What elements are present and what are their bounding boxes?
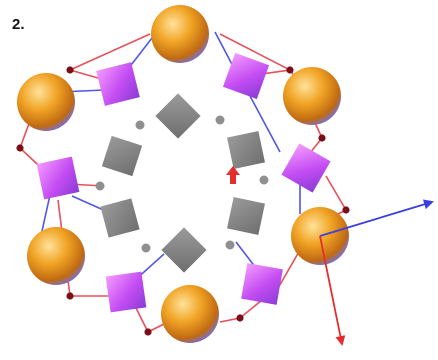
purple-block <box>241 263 283 305</box>
panel-label: 2. <box>12 16 25 33</box>
purple-block <box>96 62 140 106</box>
orange-sphere <box>27 227 85 285</box>
gray-dot <box>135 120 145 130</box>
orange-sphere <box>161 285 219 343</box>
gray-dot <box>225 240 235 250</box>
joints <box>16 66 350 336</box>
gray-block <box>155 93 201 139</box>
blue-vector-arrow <box>319 199 434 237</box>
gray-blocks <box>100 93 265 273</box>
link-blue <box>249 95 281 153</box>
gray-block <box>101 135 143 177</box>
purple-block <box>36 156 80 200</box>
purple-block <box>222 52 270 100</box>
joint-dot <box>16 144 24 152</box>
joint-dot <box>66 292 74 300</box>
joint-dot <box>342 206 350 214</box>
joint-dot <box>236 314 244 322</box>
purple-blocks <box>36 52 331 313</box>
arrow-head <box>226 166 240 175</box>
orange-sphere <box>151 5 209 63</box>
gray-block <box>227 197 265 235</box>
gray-dot <box>215 115 225 125</box>
joint-dot <box>318 134 326 142</box>
orange-sphere <box>283 67 341 125</box>
purple-block <box>281 143 331 193</box>
gray-dot <box>259 175 269 185</box>
joint-dot <box>144 328 152 336</box>
joint-dot <box>286 66 294 74</box>
purple-block <box>105 271 147 313</box>
arrow-shaft <box>230 174 236 184</box>
force-vectors <box>319 199 434 346</box>
orange-sphere <box>17 73 75 131</box>
gray-block <box>161 227 207 273</box>
small-red-arrow <box>226 166 240 184</box>
gray-block <box>100 198 140 238</box>
link-blue <box>235 241 257 269</box>
gray-dot <box>95 181 105 191</box>
joint-dot <box>66 66 74 74</box>
gray-dots <box>95 115 269 253</box>
gray-dot <box>141 243 151 253</box>
red-vector-arrow <box>319 235 346 346</box>
gray-block <box>227 131 265 169</box>
spheres <box>17 5 349 343</box>
